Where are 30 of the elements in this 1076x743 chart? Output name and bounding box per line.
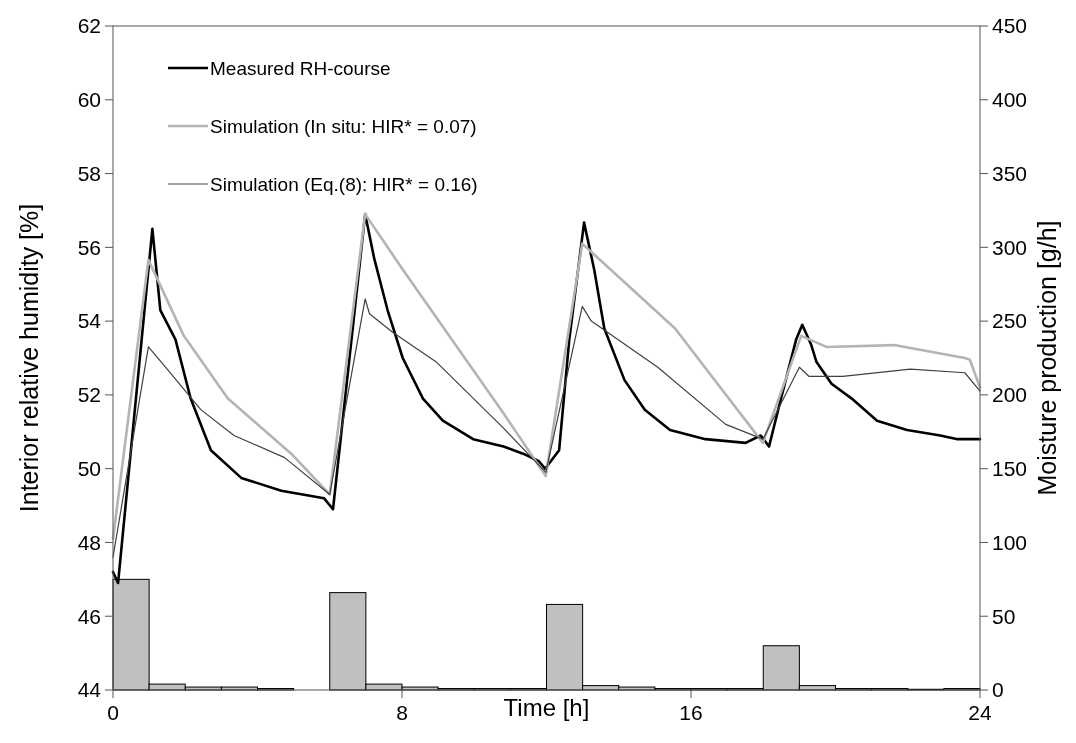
y-tick-label: 62 <box>77 14 101 38</box>
x-axis-title: Time [h] <box>503 694 590 721</box>
legend-label: Measured RH-course <box>210 57 391 79</box>
y-tick-label: 44 <box>77 678 102 702</box>
y-tick-label: 58 <box>77 161 101 185</box>
legend-label: Simulation (Eq.(8): HIR* = 0.16) <box>210 173 478 195</box>
y-tick-label: 52 <box>77 383 101 407</box>
y-tick-label: 60 <box>77 88 101 112</box>
x-tick-label: 16 <box>679 701 703 724</box>
y-tick-label: 50 <box>77 457 101 481</box>
y2-tick-label: 450 <box>992 14 1028 38</box>
y2-tick-label: 200 <box>992 383 1028 407</box>
y2-tick-label: 50 <box>992 604 1016 628</box>
y2-tick-label: 350 <box>992 161 1028 185</box>
y2-tick-label: 300 <box>992 235 1028 259</box>
legend-label: Simulation (In situ: HIR* = 0.07) <box>210 115 477 137</box>
y2-tick-label: 400 <box>992 88 1028 112</box>
y-tick-label: 48 <box>77 530 101 554</box>
x-tick-label: 24 <box>968 701 992 724</box>
y2-axis-title: Moisture production [g/h] <box>1033 220 1061 496</box>
y2-tick-label: 150 <box>992 457 1028 481</box>
y2-tick-label: 250 <box>992 309 1028 333</box>
y-tick-label: 54 <box>77 309 102 333</box>
x-tick-label: 8 <box>396 701 408 724</box>
y-axis-title: Interior relative humidity [%] <box>15 203 43 513</box>
y2-tick-label: 0 <box>992 678 1004 702</box>
y2-tick-label: 100 <box>992 530 1028 554</box>
y-tick-label: 56 <box>77 235 101 259</box>
y-tick-label: 46 <box>77 604 101 628</box>
x-tick-label: 0 <box>107 701 119 724</box>
